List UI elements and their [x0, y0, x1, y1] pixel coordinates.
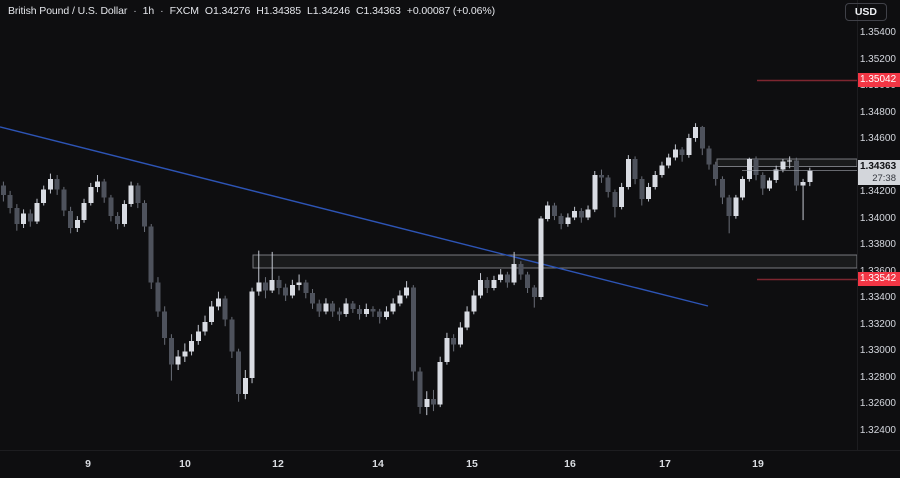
ohlc-low: L 1.34246 — [307, 5, 351, 17]
bar-countdown: 27:38 — [872, 172, 896, 184]
chart-plot-area[interactable] — [0, 0, 858, 450]
price-tick: 1.32400 — [859, 425, 896, 436]
time-tick: 14 — [372, 458, 384, 470]
time-tick: 9 — [85, 458, 91, 470]
interval-label[interactable]: 1h — [142, 5, 155, 17]
price-tick: 1.33800 — [859, 239, 896, 251]
time-tick: 15 — [466, 458, 478, 470]
price-tick: 1.33400 — [859, 292, 896, 304]
price-tick: 1.32800 — [859, 371, 896, 383]
time-tick: 16 — [564, 458, 576, 470]
ohlc-open: O 1.34276 — [204, 5, 251, 17]
time-axis[interactable]: 9 10 12 14 15 16 17 19 — [0, 450, 900, 478]
last-price-value: 1.34363 — [860, 160, 897, 172]
price-tick: 1.35400 — [859, 27, 896, 38]
price-axis[interactable]: 1.354001.352001.350001.348001.346001.344… — [857, 0, 900, 450]
chart-canvas[interactable] — [0, 0, 858, 450]
ohlc-high: H 1.34385 — [256, 5, 302, 17]
price-tick: 1.32600 — [859, 398, 896, 410]
price-tick: 1.34200 — [859, 186, 896, 198]
candlestick-series[interactable] — [0, 123, 813, 416]
price-tick: 1.34000 — [859, 212, 896, 224]
price-tick: 1.33600 — [859, 265, 896, 277]
alert-price-label: 1.33542 — [858, 272, 900, 287]
time-tick: 12 — [272, 458, 284, 470]
price-tick: 1.33200 — [859, 318, 896, 330]
range-box-2[interactable] — [716, 158, 858, 168]
trendline[interactable] — [0, 126, 709, 307]
exchange-label: FXCM — [169, 5, 199, 17]
price-tick: 1.33000 — [859, 345, 896, 357]
time-tick: 19 — [752, 458, 764, 470]
separator: · — [160, 5, 164, 17]
alert-price-label: 1.35042 — [858, 73, 900, 88]
currency-toggle-button[interactable]: USD — [844, 3, 887, 21]
time-tick: 10 — [179, 458, 191, 470]
price-tick: 1.34600 — [859, 133, 896, 145]
separator: · — [133, 5, 137, 17]
price-tick: 1.35200 — [859, 53, 896, 65]
time-tick: 17 — [659, 458, 671, 470]
range-box-1[interactable] — [252, 254, 858, 269]
price-tick: 1.34800 — [859, 106, 896, 118]
last-price-label: 1.34363 27:38 — [858, 159, 900, 185]
ohlc-close: C 1.34363 — [356, 5, 401, 17]
price-change: +0.00087 (+0.06%) — [406, 5, 495, 17]
symbol-title[interactable]: British Pound / U.S. Dollar — [8, 5, 128, 17]
symbol-info-bar: British Pound / U.S. Dollar · 1h · FXCM … — [8, 5, 495, 17]
